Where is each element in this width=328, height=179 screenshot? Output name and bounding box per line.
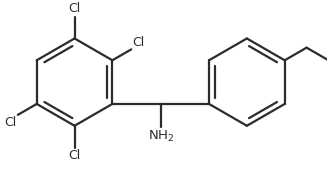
Text: NH$_2$: NH$_2$	[148, 129, 174, 144]
Text: Cl: Cl	[69, 2, 81, 15]
Text: Cl: Cl	[69, 149, 81, 162]
Text: Cl: Cl	[133, 35, 145, 49]
Text: Cl: Cl	[4, 116, 16, 129]
